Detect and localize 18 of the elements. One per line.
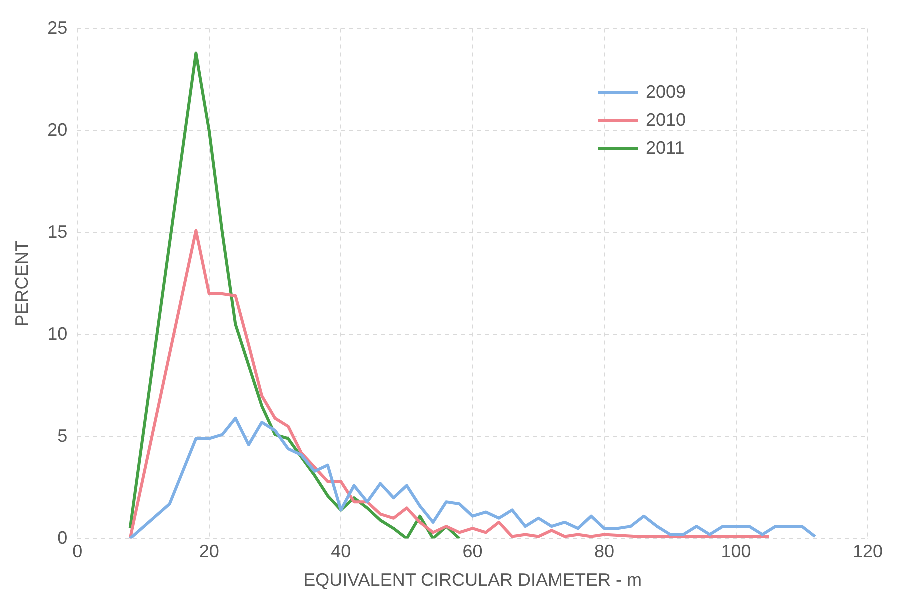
x-tick-label: 60 bbox=[462, 542, 483, 562]
x-axis-title: EQUIVALENT CIRCULAR DIAMETER - m bbox=[304, 570, 642, 590]
x-tick-label: 120 bbox=[852, 542, 884, 562]
x-tick-label: 80 bbox=[594, 542, 615, 562]
y-tick-label: 15 bbox=[48, 222, 68, 242]
y-axis-title: PERCENT bbox=[12, 240, 32, 327]
y-tick-label: 5 bbox=[58, 426, 68, 446]
y-tick-label: 25 bbox=[48, 18, 68, 38]
x-tick-label: 40 bbox=[331, 542, 352, 562]
x-tick-label: 20 bbox=[199, 542, 220, 562]
legend-label: 2010 bbox=[646, 110, 686, 130]
legend-label: 2009 bbox=[646, 82, 686, 102]
legend-label: 2011 bbox=[646, 138, 685, 158]
x-tick-label: 0 bbox=[72, 542, 83, 562]
y-tick-label: 0 bbox=[58, 528, 68, 548]
y-tick-label: 10 bbox=[48, 324, 68, 344]
x-tick-label: 100 bbox=[721, 542, 752, 562]
y-tick-label: 20 bbox=[48, 120, 68, 140]
